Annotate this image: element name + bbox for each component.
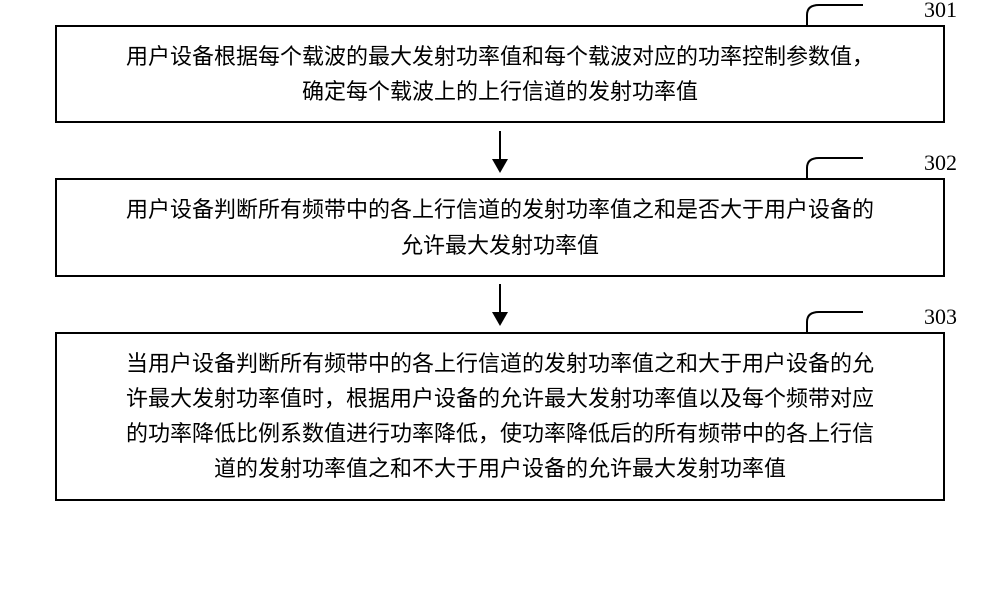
step-303-box: 当用户设备判断所有频带中的各上行信道的发射功率值之和大于用户设备的允 许最大发射… xyxy=(55,332,945,501)
step-303-line-4: 道的发射功率值之和不大于用户设备的允许最大发射功率值 xyxy=(77,451,923,486)
arrow-1 xyxy=(499,131,501,171)
step-302-line-1: 用户设备判断所有频带中的各上行信道的发射功率值之和是否大于用户设备的 xyxy=(77,192,923,227)
step-302-line-2: 允许最大发射功率值 xyxy=(77,228,923,263)
step-303-wrapper: 303 当用户设备判断所有频带中的各上行信道的发射功率值之和大于用户设备的允 许… xyxy=(55,332,945,501)
step-301-line-2: 确定每个载波上的上行信道的发射功率值 xyxy=(77,74,923,109)
step-303-line-2: 许最大发射功率值时，根据用户设备的允许最大发射功率值以及每个频带对应 xyxy=(77,381,923,416)
step-302-label: 302 xyxy=(924,150,957,176)
step-303-line-1: 当用户设备判断所有频带中的各上行信道的发射功率值之和大于用户设备的允 xyxy=(77,346,923,381)
step-303-line-3: 的功率降低比例系数值进行功率降低，使功率降低后的所有频带中的各上行信 xyxy=(77,416,923,451)
step-301-wrapper: 301 用户设备根据每个载波的最大发射功率值和每个载波对应的功率控制参数值， 确… xyxy=(55,25,945,123)
step-302-box: 用户设备判断所有频带中的各上行信道的发射功率值之和是否大于用户设备的 允许最大发… xyxy=(55,178,945,276)
step-301-line-1: 用户设备根据每个载波的最大发射功率值和每个载波对应的功率控制参数值， xyxy=(77,39,923,74)
step-301-label: 301 xyxy=(924,0,957,23)
flowchart-container: 301 用户设备根据每个载波的最大发射功率值和每个载波对应的功率控制参数值， 确… xyxy=(45,25,955,501)
step-301-box: 用户设备根据每个载波的最大发射功率值和每个载波对应的功率控制参数值， 确定每个载… xyxy=(55,25,945,123)
step-303-label: 303 xyxy=(924,304,957,330)
arrow-2 xyxy=(499,284,501,324)
step-302-wrapper: 302 用户设备判断所有频带中的各上行信道的发射功率值之和是否大于用户设备的 允… xyxy=(55,178,945,276)
